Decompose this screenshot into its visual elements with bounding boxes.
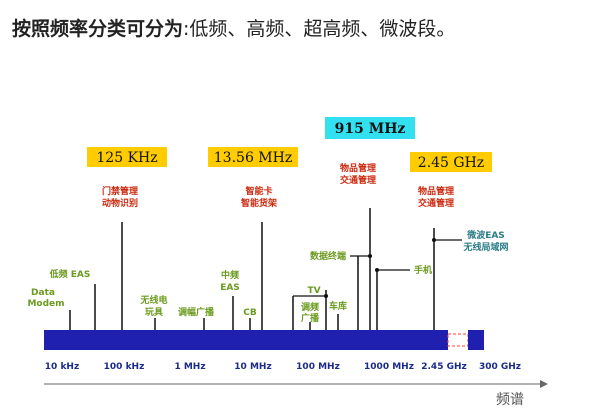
- app-traffic-915: 交通管理: [340, 174, 376, 186]
- app-toy: 玩具: [145, 307, 163, 318]
- tick-1000mhz: 1000 MHz: [364, 362, 414, 372]
- box-125khz: [87, 147, 167, 167]
- tick-1mhz: 1 MHz: [174, 362, 205, 372]
- connector-dots: [324, 238, 436, 298]
- app-goods-915: 物品管理: [340, 162, 376, 174]
- app-data: Data: [31, 288, 55, 298]
- box-915mhz-label: 915 MHz: [335, 121, 406, 137]
- tick-100mhz: 100 MHz: [296, 362, 340, 372]
- app-traffic-245: 交通管理: [418, 197, 454, 209]
- app-data-terminal: 数据终端: [310, 250, 346, 262]
- app-phone: 手机: [414, 264, 432, 276]
- app-wlan: 无线局域网: [462, 241, 508, 253]
- app-mw-eas: 微波EAS: [466, 229, 505, 241]
- title-colon: :: [183, 18, 190, 40]
- spectrum-axis-label: 频谱: [496, 392, 524, 408]
- app-cb: CB: [243, 308, 257, 318]
- title-rest: 低频、高频、超高频、微波段。: [189, 18, 456, 40]
- spectrum-band: [44, 330, 448, 350]
- page-title: 按照频率分类可分为:低频、高频、超高频、微波段。: [12, 14, 455, 41]
- app-fm-broadcast: 广播: [301, 312, 320, 324]
- app-garage: 车库: [329, 300, 347, 312]
- app-mid-eas: EAS: [220, 283, 240, 293]
- box-125khz-label: 125 KHz: [96, 150, 157, 166]
- frequency-connectors: [293, 239, 462, 297]
- spectrum-band-end: [468, 330, 484, 350]
- app-animal: 动物识别: [102, 197, 138, 209]
- tick-100khz: 100 kHz: [104, 362, 145, 372]
- title-bold: 按照频率分类可分为: [12, 18, 184, 40]
- app-goods-245: 物品管理: [418, 185, 454, 197]
- box-245ghz: [410, 152, 492, 172]
- app-mid: 中频: [221, 269, 239, 281]
- app-modem: Modem: [27, 299, 64, 309]
- tick-10khz: 10 kHz: [45, 362, 79, 372]
- app-radio: 无线电: [139, 294, 167, 306]
- tick-300ghz: 300 GHz: [479, 362, 521, 372]
- box-1356mhz-label: 13.56 MHz: [214, 150, 292, 166]
- app-door: 门禁管理: [102, 185, 138, 197]
- box-245ghz-label: 2.45 GHz: [418, 155, 484, 171]
- spectrum-band-dashed-gap: [447, 333, 469, 347]
- app-smartcard: 智能卡: [245, 185, 272, 197]
- spectrum-axis-arrow-icon: [540, 380, 548, 388]
- tick-245ghz: 2.45 GHz: [421, 362, 467, 372]
- tick-10mhz: 10 MHz: [234, 362, 271, 372]
- app-lf-eas: 低频 EAS: [49, 268, 91, 280]
- box-915mhz: [325, 117, 415, 139]
- app-smartshelf: 智能货架: [241, 197, 277, 209]
- app-fm: 调频: [301, 301, 319, 313]
- app-tv: TV: [307, 286, 320, 296]
- box-1356mhz: [208, 147, 298, 167]
- app-am: 调幅广播: [178, 306, 215, 318]
